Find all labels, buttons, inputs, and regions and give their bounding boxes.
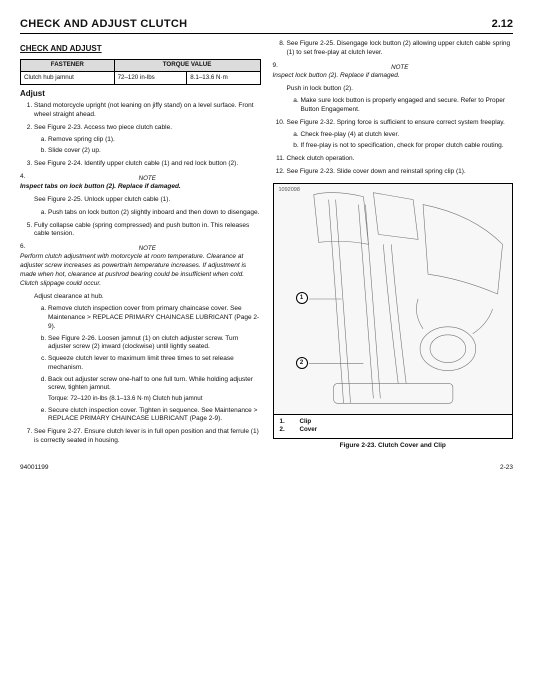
step-12: See Figure 2-23. Slide cover down and re… — [287, 168, 514, 177]
fastener-table: FASTENER TORQUE VALUE Clutch hub jamnut … — [20, 59, 261, 85]
step-11: Check clutch operation. — [287, 155, 514, 164]
note-label-6: NOTE — [34, 245, 261, 253]
legend-1-text: Clip — [300, 418, 312, 426]
step-8: See Figure 2-25. Disengage lock button (… — [287, 40, 514, 58]
step-6d: Back out adjuster screw one-half to one … — [48, 376, 261, 404]
step-5: Fully collapse cable (spring compressed)… — [34, 222, 261, 240]
step-10: See Figure 2-32. Spring force is suffici… — [287, 119, 514, 151]
right-column: See Figure 2-25. Disengage lock button (… — [273, 40, 514, 450]
legend-2-num: 2. — [280, 426, 292, 434]
figure-caption: Figure 2-23. Clutch Cover and Clip — [273, 442, 514, 451]
note-9-num: 9. — [273, 62, 287, 72]
page-header: CHECK AND ADJUST CLUTCH 2.12 — [20, 18, 513, 34]
note-label-9: NOTE — [287, 64, 514, 72]
callout-2: 2 — [296, 357, 308, 369]
clutch-cover-illustration — [274, 184, 513, 414]
page-footer: 94001199 2-23 — [20, 464, 513, 471]
legend-2-text: Cover — [300, 426, 318, 434]
legend-1-num: 1. — [280, 418, 292, 426]
note-6-row: 6. NOTE — [20, 243, 261, 253]
note-9-body: Inspect lock button (2). Replace if dama… — [273, 72, 514, 81]
figure-2-23: 1092098 — [273, 183, 514, 439]
step-2: See Figure 2-23. Access two piece clutch… — [34, 124, 261, 156]
step-10a: Check free-play (4) at clutch lever. — [301, 131, 514, 140]
step-6c: Squeeze clutch lever to maximum limit th… — [48, 355, 261, 373]
callout-1: 1 — [296, 292, 308, 304]
td-torque-a: 72–120 in-lbs — [114, 72, 187, 84]
step-6d-torque: Torque: 72–120 in-lbs (8.1–13.6 N·m) Clu… — [48, 395, 261, 403]
step-10b: If free-play is not to specification, ch… — [301, 142, 514, 151]
page: CHECK AND ADJUST CLUTCH 2.12 CHECK AND A… — [0, 0, 533, 483]
note-4-body: Inspect tabs on lock button (2). Replace… — [20, 183, 261, 192]
step-1: Stand motorcycle upright (not leaning on… — [34, 102, 261, 120]
step-10-text: See Figure 2-32. Spring force is suffici… — [287, 119, 505, 126]
step-7: See Figure 2-27. Ensure clutch lever is … — [34, 428, 261, 446]
note-6-body: Perform clutch adjustment with motorcycl… — [20, 253, 261, 288]
note-4-num: 4. — [20, 173, 34, 183]
td-torque-b: 8.1–13.6 N·m — [187, 72, 260, 84]
step-6b: See Figure 2-26. Loosen jamnut (1) on cl… — [48, 335, 261, 353]
note-label: NOTE — [34, 175, 261, 183]
note-6-num: 6. — [20, 243, 34, 253]
note-4-row: 4. NOTE — [20, 173, 261, 183]
note-9-row: 9. NOTE — [273, 62, 514, 72]
th-torque: TORQUE VALUE — [114, 59, 260, 71]
step-9a: Make sure lock button is properly engage… — [301, 97, 514, 115]
th-fastener: FASTENER — [21, 59, 115, 71]
steps-left: Stand motorcycle upright (not leaning on… — [20, 102, 261, 169]
image-number: 1092098 — [279, 187, 300, 194]
page-title: CHECK AND ADJUST CLUTCH — [20, 18, 187, 30]
note-9-after: Push in lock button (2). — [273, 85, 514, 94]
left-column: CHECK AND ADJUST FASTENER TORQUE VALUE C… — [20, 40, 261, 450]
figure-image: 1092098 — [274, 184, 513, 414]
note-4-after: See Figure 2-25. Unlock upper clutch cab… — [20, 196, 261, 205]
step-2a: Remove spring clip (1). — [48, 136, 261, 145]
section-number: 2.12 — [492, 18, 513, 30]
footer-left: 94001199 — [20, 464, 48, 471]
step-2-text: See Figure 2-23. Access two piece clutch… — [34, 124, 172, 131]
step-6e: Secure clutch inspection cover. Tighten … — [48, 407, 261, 425]
figure-legend: 1. Clip 2. Cover — [274, 414, 513, 438]
adjust-heading: Adjust — [20, 89, 261, 100]
step-4a: Push tabs on lock button (2) slightly in… — [48, 209, 261, 218]
section-title: CHECK AND ADJUST — [20, 44, 261, 55]
step-3: See Figure 2-24. Identify upper clutch c… — [34, 160, 261, 169]
columns: CHECK AND ADJUST FASTENER TORQUE VALUE C… — [20, 40, 513, 450]
footer-right: 2-23 — [500, 464, 513, 471]
td-fastener: Clutch hub jamnut — [21, 72, 115, 84]
step-6a: Remove clutch inspection cover from prim… — [48, 305, 261, 331]
step-2b: Slide cover (2) up. — [48, 147, 261, 156]
step-6d-text: Back out adjuster screw one-half to one … — [48, 376, 253, 392]
note-6-after: Adjust clearance at hub. — [20, 293, 261, 302]
